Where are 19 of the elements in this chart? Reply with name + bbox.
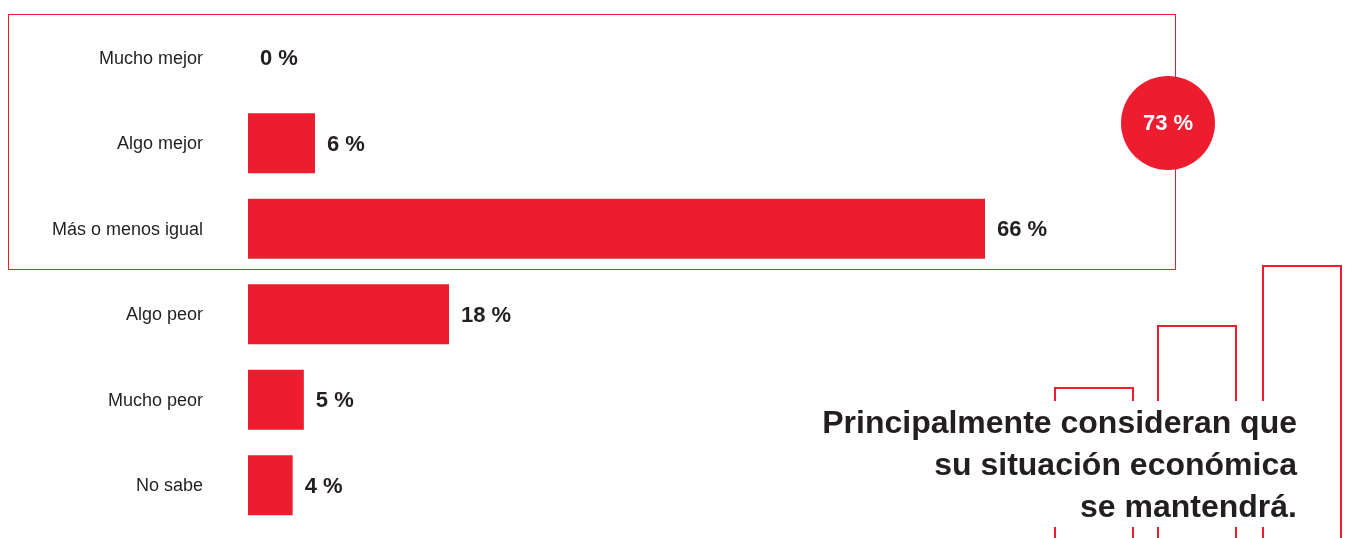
data-label: 0 % <box>260 45 298 71</box>
y-tick-label: Mucho mejor <box>98 47 203 68</box>
y-tick-label: Mucho peor <box>107 389 203 410</box>
text: 73 % <box>1141 109 1195 138</box>
data-label: 6 % <box>327 130 365 156</box>
y-tick-label: Algo peor <box>125 304 203 325</box>
y-tick-label: No sabe <box>135 475 203 496</box>
data-label: 18 % <box>461 301 512 327</box>
bar <box>248 369 304 430</box>
bar <box>248 198 985 259</box>
data-label: 66 % <box>997 216 1048 242</box>
annotation: Principalmente consideran que su situación económica se mantendrá. <box>822 401 1297 527</box>
bar <box>248 113 315 174</box>
data-label: 5 % <box>315 387 354 413</box>
y-tick-label: Algo mejor <box>116 133 203 154</box>
bar <box>248 284 449 345</box>
y-tick-label: Más o menos igual <box>51 218 203 239</box>
data-label: 4 % <box>304 472 343 498</box>
bar <box>248 455 293 516</box>
